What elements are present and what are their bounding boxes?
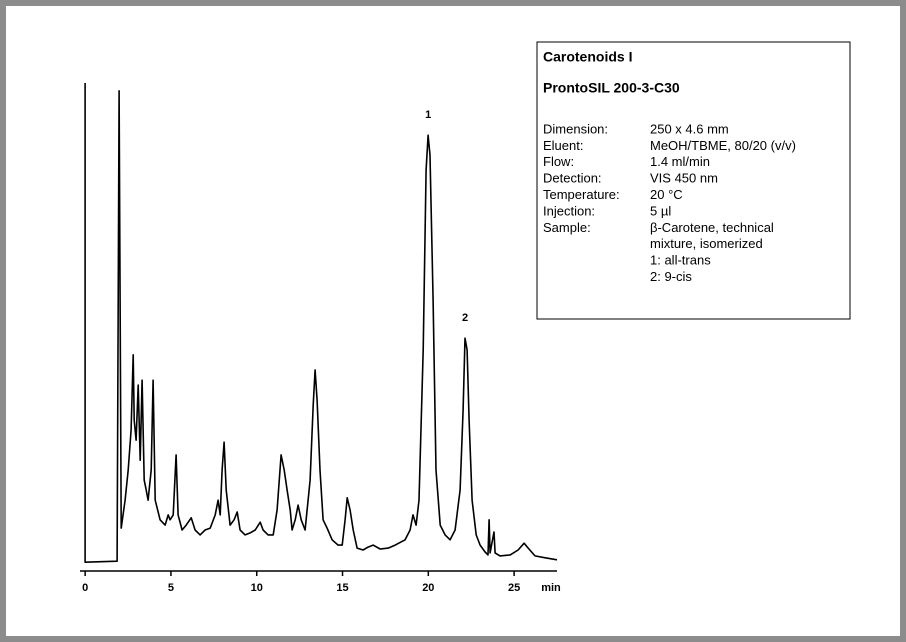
x-tick-label: 10 <box>251 582 263 594</box>
info-value: β-Carotene, technical <box>650 220 774 235</box>
info-value: 2: 9-cis <box>650 269 692 284</box>
info-value: mixture, isomerized <box>650 236 763 251</box>
info-value: 20 °C <box>650 187 683 202</box>
info-value: 1: all-trans <box>650 253 711 268</box>
info-key: Injection: <box>543 203 595 218</box>
info-key: Temperature: <box>543 187 620 202</box>
peak-label: 2 <box>462 312 468 324</box>
info-value: MeOH/TBME, 80/20 (v/v) <box>650 138 796 153</box>
info-value: 1.4 ml/min <box>650 154 710 169</box>
x-tick-label: 15 <box>336 582 348 594</box>
info-title: Carotenoids I <box>543 49 632 65</box>
info-key: Detection: <box>543 171 602 186</box>
info-subtitle: ProntoSIL 200-3-C30 <box>543 80 680 96</box>
x-tick-label: 20 <box>422 582 434 594</box>
peak-label: 1 <box>425 109 431 121</box>
x-tick-label: 25 <box>508 582 520 594</box>
info-key: Eluent: <box>543 138 583 153</box>
info-value: VIS 450 nm <box>650 171 718 186</box>
info-value: 5 µl <box>650 203 671 218</box>
info-value: 250 x 4.6 mm <box>650 121 729 136</box>
info-box <box>536 41 851 320</box>
info-key: Flow: <box>543 154 574 169</box>
info-key: Dimension: <box>543 121 608 136</box>
x-tick-label: 5 <box>168 582 174 594</box>
x-axis-label: min <box>541 582 561 594</box>
trace <box>84 83 558 563</box>
info-key: Sample: <box>543 220 591 235</box>
x-tick-label: 0 <box>82 582 88 594</box>
